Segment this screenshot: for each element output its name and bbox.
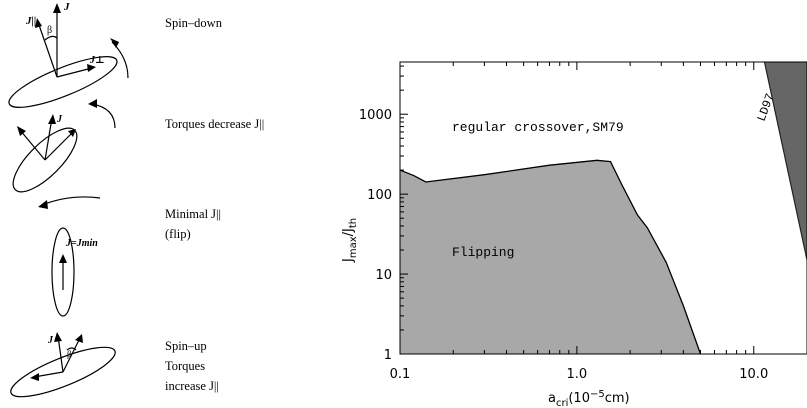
chart-regions: [400, 62, 807, 354]
j-perp-vector: [44, 131, 74, 161]
label-j-parallel: J||: [25, 15, 36, 27]
chart-frame: [399, 61, 807, 355]
chart-ticks: 0.1 1.0 10.0 1 10 100 1000: [359, 62, 807, 382]
caption-spin-up: Spin–up: [165, 339, 207, 353]
x-tick-label: 1.0: [567, 367, 588, 382]
x-tick-label: 10.0: [739, 367, 768, 382]
x-tick-label: 0.1: [390, 367, 411, 382]
label-j: J: [47, 335, 54, 346]
j-vector: [57, 335, 64, 373]
rotation-arrow: [41, 196, 101, 206]
plot-frame: [399, 61, 807, 355]
rotation-arrow: [111, 41, 129, 79]
caption-torques-decrease: Torques decrease J||: [165, 117, 264, 131]
j-vector: [44, 117, 53, 161]
j-perp-vector: [56, 67, 93, 78]
schematic-labels: J|| J β J⊥ J J=Jmin J β: [25, 1, 105, 359]
caption-flip: (flip): [165, 227, 191, 241]
grain-ellipse: [10, 346, 116, 398]
y-tick-label: 100: [367, 188, 392, 203]
caption-torques: Torques: [165, 359, 205, 373]
label-beta: β: [67, 349, 72, 359]
flipping-boundary: [400, 159, 702, 354]
stage-torques-decrease-diagram: [12, 99, 116, 193]
arrowhead: [68, 129, 76, 137]
j-parallel-vector: [62, 337, 81, 373]
schematic-panel: [8, 3, 129, 398]
beta-arc: [66, 347, 77, 351]
stage-flip-diagram: [38, 196, 101, 317]
caption-increase-j: increase J||: [165, 379, 219, 393]
arrowhead: [30, 373, 39, 381]
stage-spin-down-diagram: [8, 3, 129, 108]
j-parallel-vector: [19, 129, 46, 161]
arrowhead: [88, 99, 97, 108]
label-beta: β: [47, 25, 52, 36]
stage-spin-up-diagram: [10, 332, 116, 398]
flipping-region: [400, 160, 701, 354]
arrowhead: [17, 126, 26, 136]
caption-spin-down: Spin–down: [165, 16, 223, 30]
x-axis-title: acri(10−5cm): [548, 389, 630, 408]
label-j-perp: J⊥: [89, 55, 105, 66]
grain-ellipse: [8, 56, 118, 108]
region-label-flipping: Flipping: [452, 245, 514, 260]
y-tick-label: 1: [384, 348, 392, 363]
label-j-min: J=Jmin: [65, 238, 98, 249]
phase-diagram-chart: 0.1 1.0 10.0 1 10 100 1000 regular crossover,S…: [341, 61, 807, 408]
arrowhead: [38, 200, 48, 209]
arrowhead: [75, 334, 83, 343]
stage-captions: Spin–down Torques decrease J|| Minimal J…: [165, 16, 264, 393]
annotation-regular-crossover: regular crossover,SM79: [452, 120, 624, 135]
arrowhead: [87, 64, 96, 72]
ld97-boundary: [763, 62, 807, 261]
y-tick-label: 10: [375, 268, 392, 283]
caption-minimal-j: Minimal J||: [165, 207, 221, 221]
label-j: J: [56, 114, 63, 125]
arrowhead: [59, 254, 67, 263]
arrowhead: [54, 332, 62, 342]
arrowhead: [35, 18, 42, 28]
chart-axis-titles: acri(10−5cm) Jmax/Jth: [341, 218, 630, 408]
beta-arc: [44, 35, 58, 41]
label-j: J: [63, 1, 70, 13]
y-axis-title: Jmax/Jth: [341, 218, 359, 263]
grain-ellipse: [51, 227, 75, 317]
y-tick-label: 1000: [359, 108, 392, 123]
rotation-arrow: [91, 103, 116, 129]
arrowhead: [53, 3, 61, 13]
arrowhead: [110, 38, 119, 48]
arrowhead: [48, 114, 56, 124]
j-parallel-vector: [37, 21, 58, 78]
